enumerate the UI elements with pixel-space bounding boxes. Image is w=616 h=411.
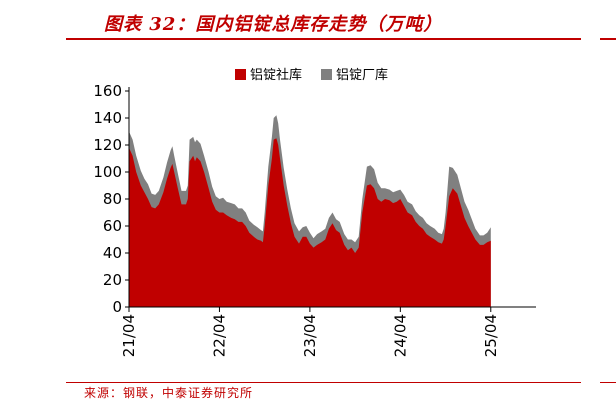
legend-label-factory-stock: 铝锭厂库 [336,67,388,83]
x-tick-label: 25/04 [482,314,500,357]
footer-divider-right [600,382,616,383]
y-tick-label: 120 [93,136,122,154]
legend-swatch-social-stock [235,69,246,80]
legend-swatch-factory-stock [321,69,332,80]
x-tick-label: 23/04 [301,314,319,357]
title-divider-right [600,38,616,40]
y-tick-label: 160 [93,82,122,100]
y-tick-label: 40 [103,244,122,262]
y-tick-label: 20 [103,271,122,289]
y-tick-label: 0 [112,298,122,316]
title-divider [66,38,581,40]
chart-area: 0 20 40 60 80 100 120 140 160 21/04 22/04 23/04 24/0… [93,67,536,357]
y-tick-label: 60 [103,217,122,235]
legend-label-social-stock: 铝锭社库 [250,67,302,83]
y-tick-label: 100 [93,163,122,181]
footer-divider [66,382,581,383]
x-tick-label: 24/04 [391,314,409,357]
x-tick-label: 22/04 [210,314,228,357]
x-tick-label: 21/04 [120,314,138,357]
source-note: 来源：钢联，中泰证券研究所 [84,386,254,400]
series-area-aluminum-social-stock [129,138,491,307]
chart-title: 图表 32：国内铝锭总库存走势（万吨） [104,14,443,35]
y-tick-label: 80 [103,190,122,208]
y-tick-label: 140 [93,109,122,127]
